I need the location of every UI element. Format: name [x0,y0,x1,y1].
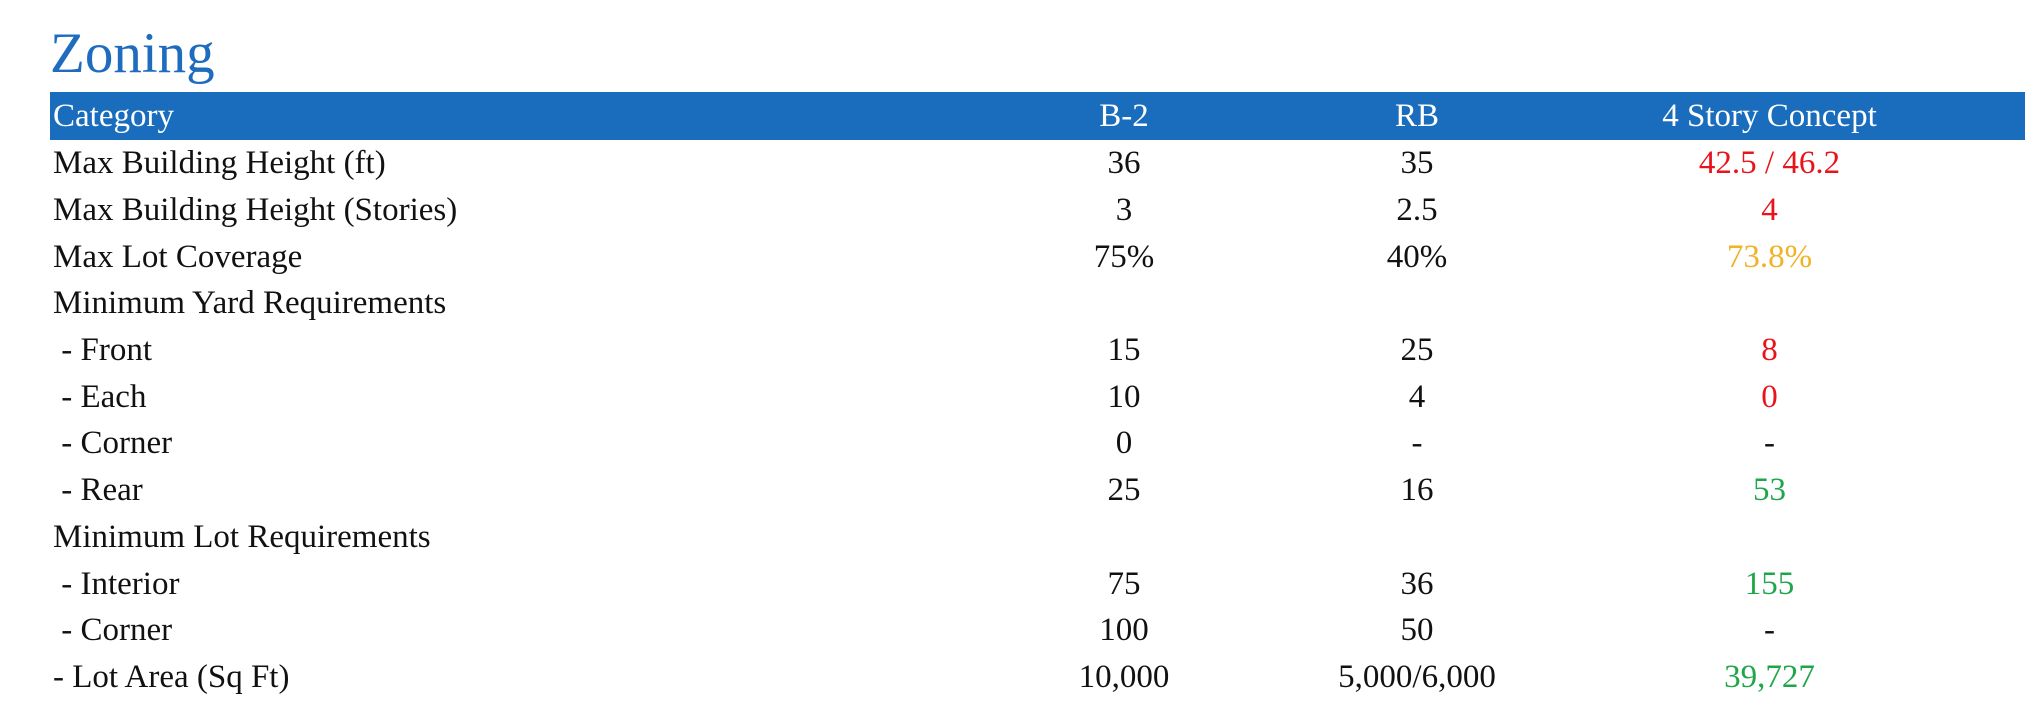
cell-b2 [928,514,1320,561]
table-row: - Rear 25 16 53 [50,467,2025,514]
cell-b2: 75 [1107,565,1141,602]
table-row: Max Building Height (ft) 36 35 42.5 / 46.2 [50,140,2025,187]
cell-rb: 50 [1400,612,1434,649]
cell-rb: 40% [1386,238,1448,275]
cell-concept: 0 [1761,378,1778,415]
cell-rb: 25 [1400,332,1434,369]
cell-concept [1514,514,2025,561]
table-row: - Lot Area (Sq Ft) 10,000 5,000/6,000 39,72… [50,654,2025,701]
cell-rb: 16 [1400,472,1434,509]
row-label: - Rear [53,472,143,509]
cell-concept: 53 [1753,472,1786,509]
row-label: Max Building Height (Stories) [53,192,458,229]
cell-b2: 36 [1107,145,1141,182]
cell-b2: 15 [1107,332,1141,369]
table-row: - Interior 75 36 155 [50,560,2025,607]
cell-concept: 42.5 / 46.2 [1698,145,1841,182]
cell-concept: 8 [1761,332,1778,369]
cell-rb: 4 [1408,378,1426,415]
cell-rb: - [1411,425,1423,462]
cell-rb [1320,280,1514,327]
table-body: Max Building Height (ft) 36 35 42.5 / 46.2 M… [50,140,2025,700]
table-row: Minimum Lot Requirements [50,514,2025,561]
table-row: - Corner 100 50 - [50,607,2025,654]
cell-concept: - [1764,425,1775,462]
cell-b2: 10,000 [1078,658,1170,695]
cell-concept: 73.8% [1726,238,1813,275]
cell-concept: 4 [1761,192,1778,229]
page-title: Zoning [50,22,215,85]
table-row: - Corner 0 - - [50,420,2025,467]
cell-b2: 100 [1099,612,1149,649]
column-header-concept: 4 Story Concept [1662,98,1877,134]
table-row: Minimum Yard Requirements [50,280,2025,327]
cell-rb: 36 [1400,565,1434,602]
table-row: Max Lot Coverage 75% 40% 73.8% [50,233,2025,280]
cell-concept: 39,727 [1724,658,1815,695]
row-label: - Lot Area (Sq Ft) [53,658,290,695]
cell-b2: 75% [1093,238,1155,275]
zoning-table: Category B-2 RB 4 Story Concept Max Buil… [50,92,2025,700]
row-label: - Corner [53,425,173,462]
row-label: - Front [53,332,152,369]
table-row: - Front 15 25 8 [50,327,2025,374]
row-label: - Corner [53,612,173,649]
cell-concept: 155 [1744,565,1795,602]
table-header-row: Category B-2 RB 4 Story Concept [50,92,2025,140]
cell-rb: 35 [1400,145,1434,182]
row-label: Max Lot Coverage [53,238,303,275]
cell-b2: 25 [1107,472,1141,509]
row-label: Max Building Height (ft) [53,145,386,182]
cell-b2: 3 [1115,192,1133,229]
cell-b2: 10 [1107,378,1141,415]
cell-rb: 5,000/6,000 [1338,658,1496,695]
cell-concept: - [1764,612,1775,649]
cell-rb [1320,514,1514,561]
cell-b2 [928,280,1320,327]
row-label: Minimum Lot Requirements [53,518,431,555]
row-label: - Interior [53,565,180,602]
column-header-b2: B-2 [1099,98,1149,134]
row-label: Minimum Yard Requirements [53,285,447,322]
column-header-category: Category [53,98,174,134]
table-row: - Each 10 4 0 [50,373,2025,420]
table-row: Max Building Height (Stories) 3 2.5 4 [50,187,2025,234]
column-header-rb: RB [1394,98,1440,134]
cell-concept [1514,280,2025,327]
row-label: - Each [53,378,147,415]
cell-rb: 2.5 [1396,192,1438,229]
cell-b2: 0 [1115,425,1133,462]
